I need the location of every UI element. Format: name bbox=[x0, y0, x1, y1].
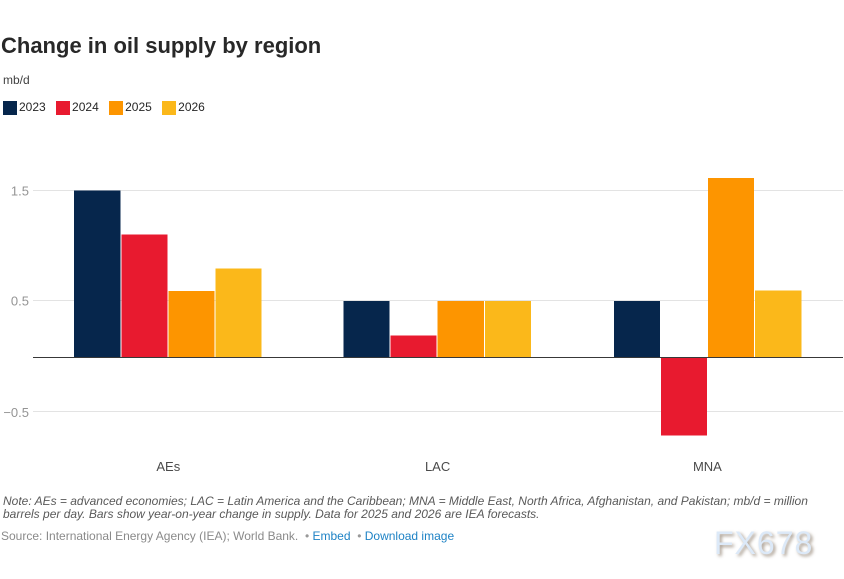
svg-text:−0.5: −0.5 bbox=[3, 405, 29, 420]
svg-text:LAC: LAC bbox=[425, 459, 450, 474]
svg-text:AEs: AEs bbox=[156, 459, 180, 474]
svg-text:1.5: 1.5 bbox=[11, 184, 29, 199]
svg-text:MNA: MNA bbox=[693, 459, 722, 474]
svg-text:0.5: 0.5 bbox=[11, 294, 29, 309]
